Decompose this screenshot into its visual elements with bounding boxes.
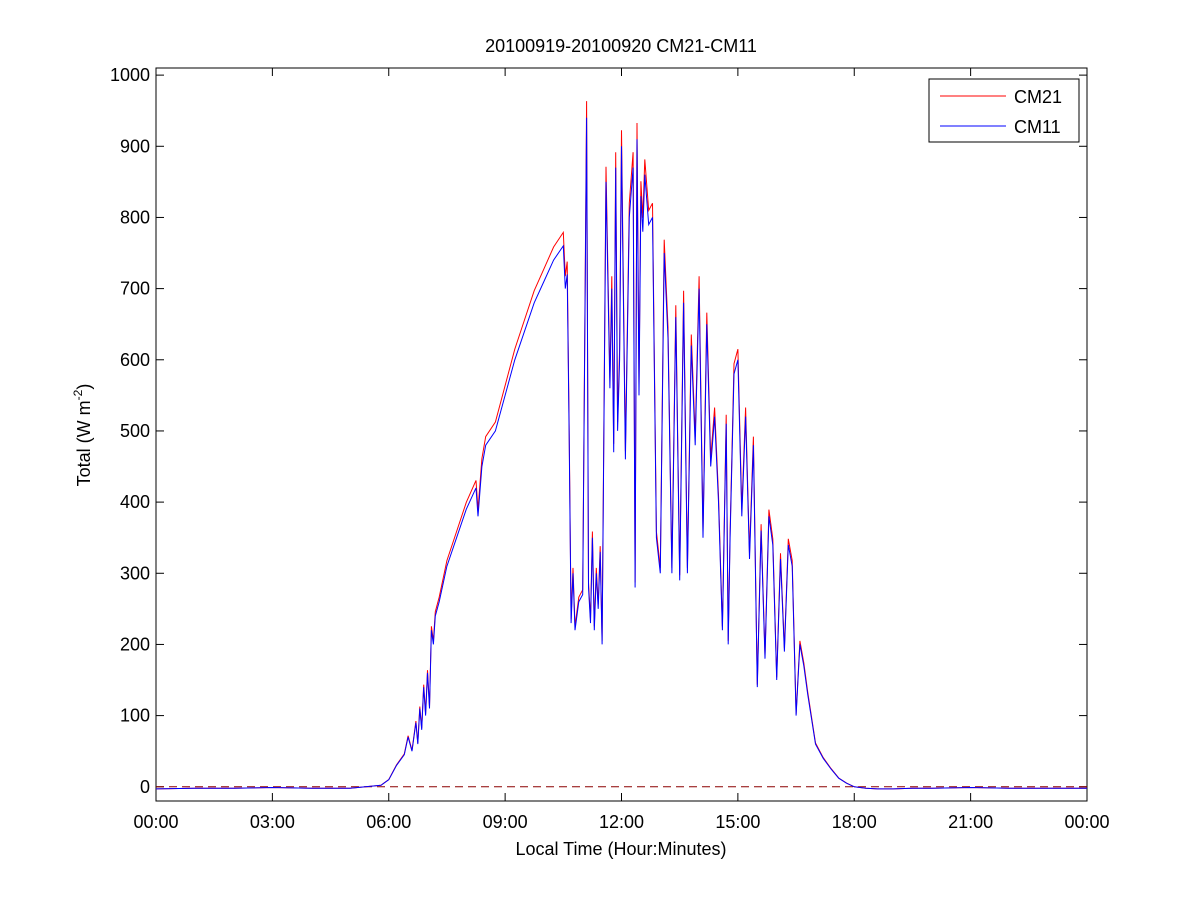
x-tick-label: 15:00 (715, 812, 760, 832)
y-tick-label: 900 (120, 136, 150, 156)
legend: CM21 CM11 (928, 78, 1080, 143)
y-tick-label: 500 (120, 421, 150, 441)
x-axis-label: Local Time (Hour:Minutes) (515, 839, 726, 859)
y-axis-label: Total (W m-2) (71, 384, 94, 487)
x-tick-label: 00:00 (133, 812, 178, 832)
x-tick-label: 09:00 (483, 812, 528, 832)
y-tick-label: 0 (140, 777, 150, 797)
series-line-cm11 (155, 117, 1087, 790)
legend-box (928, 78, 1080, 143)
y-axis-ticks: 0 100 200 300 400 500 600 700 800 900 1000 (110, 65, 1087, 797)
x-tick-label: 03:00 (250, 812, 295, 832)
x-tick-label: 12:00 (599, 812, 644, 832)
y-axis-label-superscript: -2 (71, 389, 85, 400)
x-tick-label: 21:00 (948, 812, 993, 832)
y-tick-label: 1000 (110, 65, 150, 85)
x-tick-label: 00:00 (1064, 812, 1109, 832)
y-axis-label-main: Total (W m (74, 400, 94, 486)
y-tick-label: 700 (120, 279, 150, 299)
y-tick-label: 600 (120, 350, 150, 370)
y-tick-label: 200 (120, 634, 150, 654)
x-axis-ticks: 00:00 03:00 06:00 09:00 12:00 15:00 18:00 21:00… (133, 68, 1110, 832)
x-tick-label: 06:00 (366, 812, 411, 832)
chart-title: 20100919-20100920 CM21-CM11 (485, 36, 757, 56)
y-tick-label: 100 (120, 706, 150, 726)
y-tick-label: 300 (120, 563, 150, 583)
y-tick-label: 800 (120, 207, 150, 227)
legend-label-cm21: CM21 (1014, 87, 1062, 107)
x-tick-label: 18:00 (832, 812, 877, 832)
legend-label-cm11: CM11 (1014, 117, 1061, 137)
y-axis-label-close: ) (74, 384, 94, 390)
y-tick-label: 400 (120, 492, 150, 512)
